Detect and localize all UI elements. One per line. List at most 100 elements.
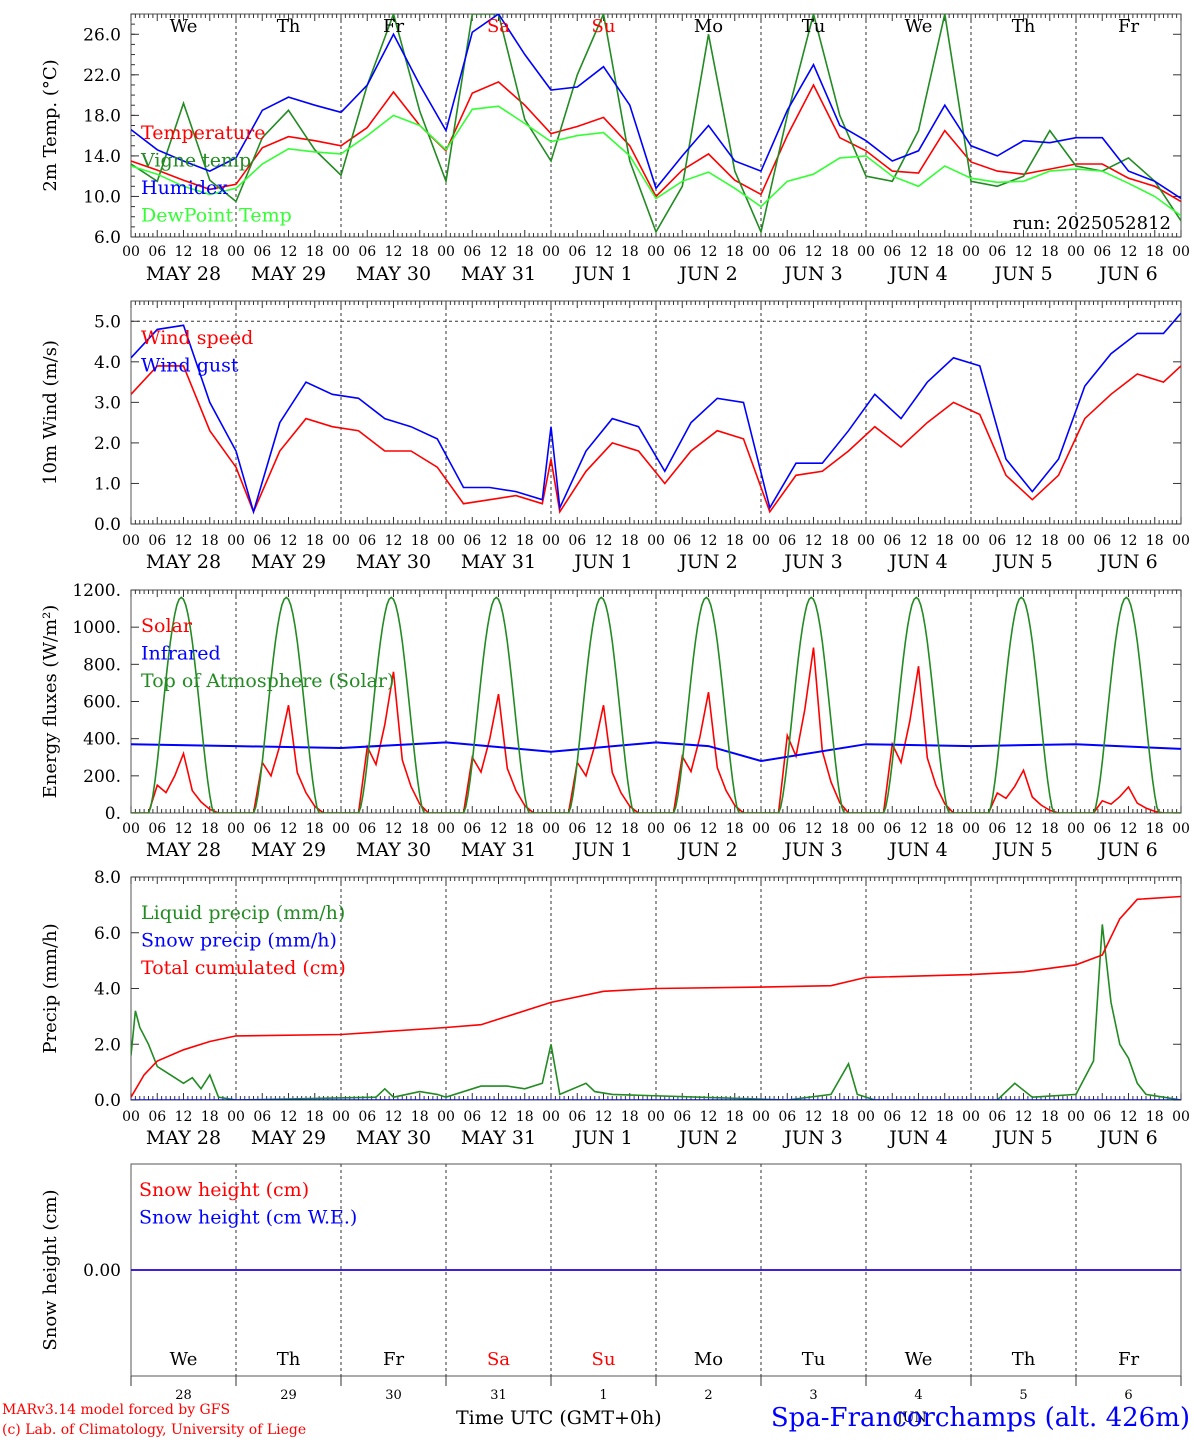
hour-label: 00 bbox=[857, 821, 875, 837]
hour-label: 12 bbox=[385, 1109, 403, 1125]
hour-label: 18 bbox=[726, 1109, 744, 1125]
hour-label: 00 bbox=[647, 821, 665, 837]
day-number-label: 2 bbox=[704, 1388, 712, 1403]
hour-label: 06 bbox=[148, 244, 166, 260]
time-axis-label: Time UTC (GMT+0h) bbox=[456, 1407, 662, 1429]
date-label: JUN 3 bbox=[782, 551, 842, 573]
hour-label: 00 bbox=[227, 821, 245, 837]
series-line-infrared bbox=[131, 741, 1181, 763]
hour-label: 00 bbox=[332, 1109, 350, 1125]
y-axis-label: 10m Wind (m/s) bbox=[40, 340, 61, 485]
date-label: MAY 28 bbox=[146, 263, 221, 285]
hour-label: 18 bbox=[831, 244, 849, 260]
hour-label: 06 bbox=[463, 1109, 481, 1125]
hour-label: 00 bbox=[647, 244, 665, 260]
hour-label: 00 bbox=[962, 1109, 980, 1125]
hour-label: 00 bbox=[1172, 244, 1190, 260]
legend-entry: Solar bbox=[141, 615, 193, 637]
hour-label: 12 bbox=[805, 821, 823, 837]
hour-label: 06 bbox=[1093, 1109, 1111, 1125]
series-line-solar bbox=[131, 647, 1181, 813]
hour-label: 00 bbox=[122, 821, 140, 837]
day-number-label: 4 bbox=[914, 1388, 922, 1403]
y-tick-label: 0.0 bbox=[94, 515, 121, 535]
hour-label: 06 bbox=[253, 821, 271, 837]
hour-label: 00 bbox=[1172, 533, 1190, 549]
hour-label: 06 bbox=[673, 1109, 691, 1125]
hour-label: 06 bbox=[778, 244, 796, 260]
y-tick-label: 6.0 bbox=[94, 228, 121, 248]
hour-label: 06 bbox=[988, 821, 1006, 837]
hour-label: 12 bbox=[385, 244, 403, 260]
model-credit: MARv3.14 model forced by GFS bbox=[2, 1402, 230, 1418]
date-label: JUN 4 bbox=[887, 263, 947, 285]
date-label: JUN 4 bbox=[887, 839, 947, 861]
date-label: JUN 4 bbox=[887, 551, 947, 573]
date-label: MAY 29 bbox=[251, 551, 326, 573]
hour-label: 18 bbox=[1041, 244, 1059, 260]
hour-label: 12 bbox=[805, 533, 823, 549]
hour-label: 06 bbox=[463, 244, 481, 260]
date-label: JUN 1 bbox=[572, 263, 632, 285]
date-label: MAY 31 bbox=[461, 1127, 536, 1149]
series-line-dewpoint-temp bbox=[131, 105, 1181, 217]
hour-label: 00 bbox=[752, 244, 770, 260]
hour-label: 12 bbox=[910, 821, 928, 837]
lab-credit: (c) Lab. of Climatology, University of L… bbox=[2, 1422, 306, 1438]
y-tick-label: 14.0 bbox=[83, 147, 121, 167]
legend-entry: Liquid precip (mm/h) bbox=[141, 902, 345, 924]
hour-label: 00 bbox=[227, 1109, 245, 1125]
y-tick-label: 2.0 bbox=[94, 434, 121, 454]
weekday-label: Fr bbox=[1118, 1349, 1139, 1370]
series-line-wind-speed bbox=[131, 365, 1181, 514]
legend-entry: DewPoint Temp bbox=[141, 205, 292, 227]
series-line-liquid-precip-mm-h- bbox=[131, 924, 1181, 1100]
series-line-total-cumulated-cm- bbox=[131, 895, 1181, 1098]
hour-label: 12 bbox=[1120, 244, 1138, 260]
hour-label: 00 bbox=[647, 1109, 665, 1125]
hour-label: 00 bbox=[437, 533, 455, 549]
hour-label: 12 bbox=[805, 1109, 823, 1125]
date-label: JUN 6 bbox=[1097, 839, 1157, 861]
y-tick-label: 600. bbox=[83, 693, 121, 713]
hour-label: 06 bbox=[988, 533, 1006, 549]
hour-label: 00 bbox=[542, 1109, 560, 1125]
y-tick-label: 400. bbox=[83, 730, 121, 750]
date-label: MAY 30 bbox=[356, 839, 431, 861]
date-label: MAY 28 bbox=[146, 839, 221, 861]
hour-label: 12 bbox=[595, 821, 613, 837]
y-axis-label: Snow height (cm) bbox=[40, 1189, 61, 1350]
hour-label: 18 bbox=[411, 821, 429, 837]
hour-label: 00 bbox=[962, 821, 980, 837]
date-label: JUN 3 bbox=[782, 1127, 842, 1149]
day-number-label: 29 bbox=[280, 1388, 297, 1403]
day-number-label: 5 bbox=[1019, 1388, 1027, 1403]
panel-wind: 0.0 1.0 2.0 3.0 4.0 5.0 10m Wind (m/s) Wind spe… bbox=[40, 300, 1190, 573]
hour-label: 06 bbox=[883, 244, 901, 260]
legend-entry: Humidex bbox=[141, 177, 228, 199]
hour-label: 06 bbox=[883, 533, 901, 549]
hour-label: 18 bbox=[1146, 244, 1164, 260]
hour-label: 00 bbox=[122, 1109, 140, 1125]
hour-label: 12 bbox=[280, 533, 298, 549]
hour-label: 06 bbox=[673, 821, 691, 837]
y-tick-label: 0.0 bbox=[94, 1091, 121, 1111]
hour-label: 00 bbox=[1172, 1109, 1190, 1125]
hour-label: 06 bbox=[568, 821, 586, 837]
hour-label: 00 bbox=[542, 244, 560, 260]
hour-label: 12 bbox=[1015, 533, 1033, 549]
hour-label: 00 bbox=[542, 533, 560, 549]
y-tick-label: 1200. bbox=[72, 581, 121, 601]
panel-snow: 0.00 Snow height (cm) Snow height (cm) Snow… bbox=[40, 1163, 1182, 1403]
y-tick-label: 22.0 bbox=[83, 66, 121, 86]
date-label: JUN 6 bbox=[1097, 551, 1157, 573]
hour-label: 06 bbox=[358, 1109, 376, 1125]
hour-label: 12 bbox=[280, 1109, 298, 1125]
hour-label: 12 bbox=[490, 244, 508, 260]
hour-label: 18 bbox=[201, 533, 219, 549]
date-label: JUN 2 bbox=[677, 263, 737, 285]
hour-label: 18 bbox=[516, 821, 534, 837]
hour-label: 06 bbox=[1093, 244, 1111, 260]
hour-label: 00 bbox=[752, 1109, 770, 1125]
hour-label: 18 bbox=[201, 1109, 219, 1125]
